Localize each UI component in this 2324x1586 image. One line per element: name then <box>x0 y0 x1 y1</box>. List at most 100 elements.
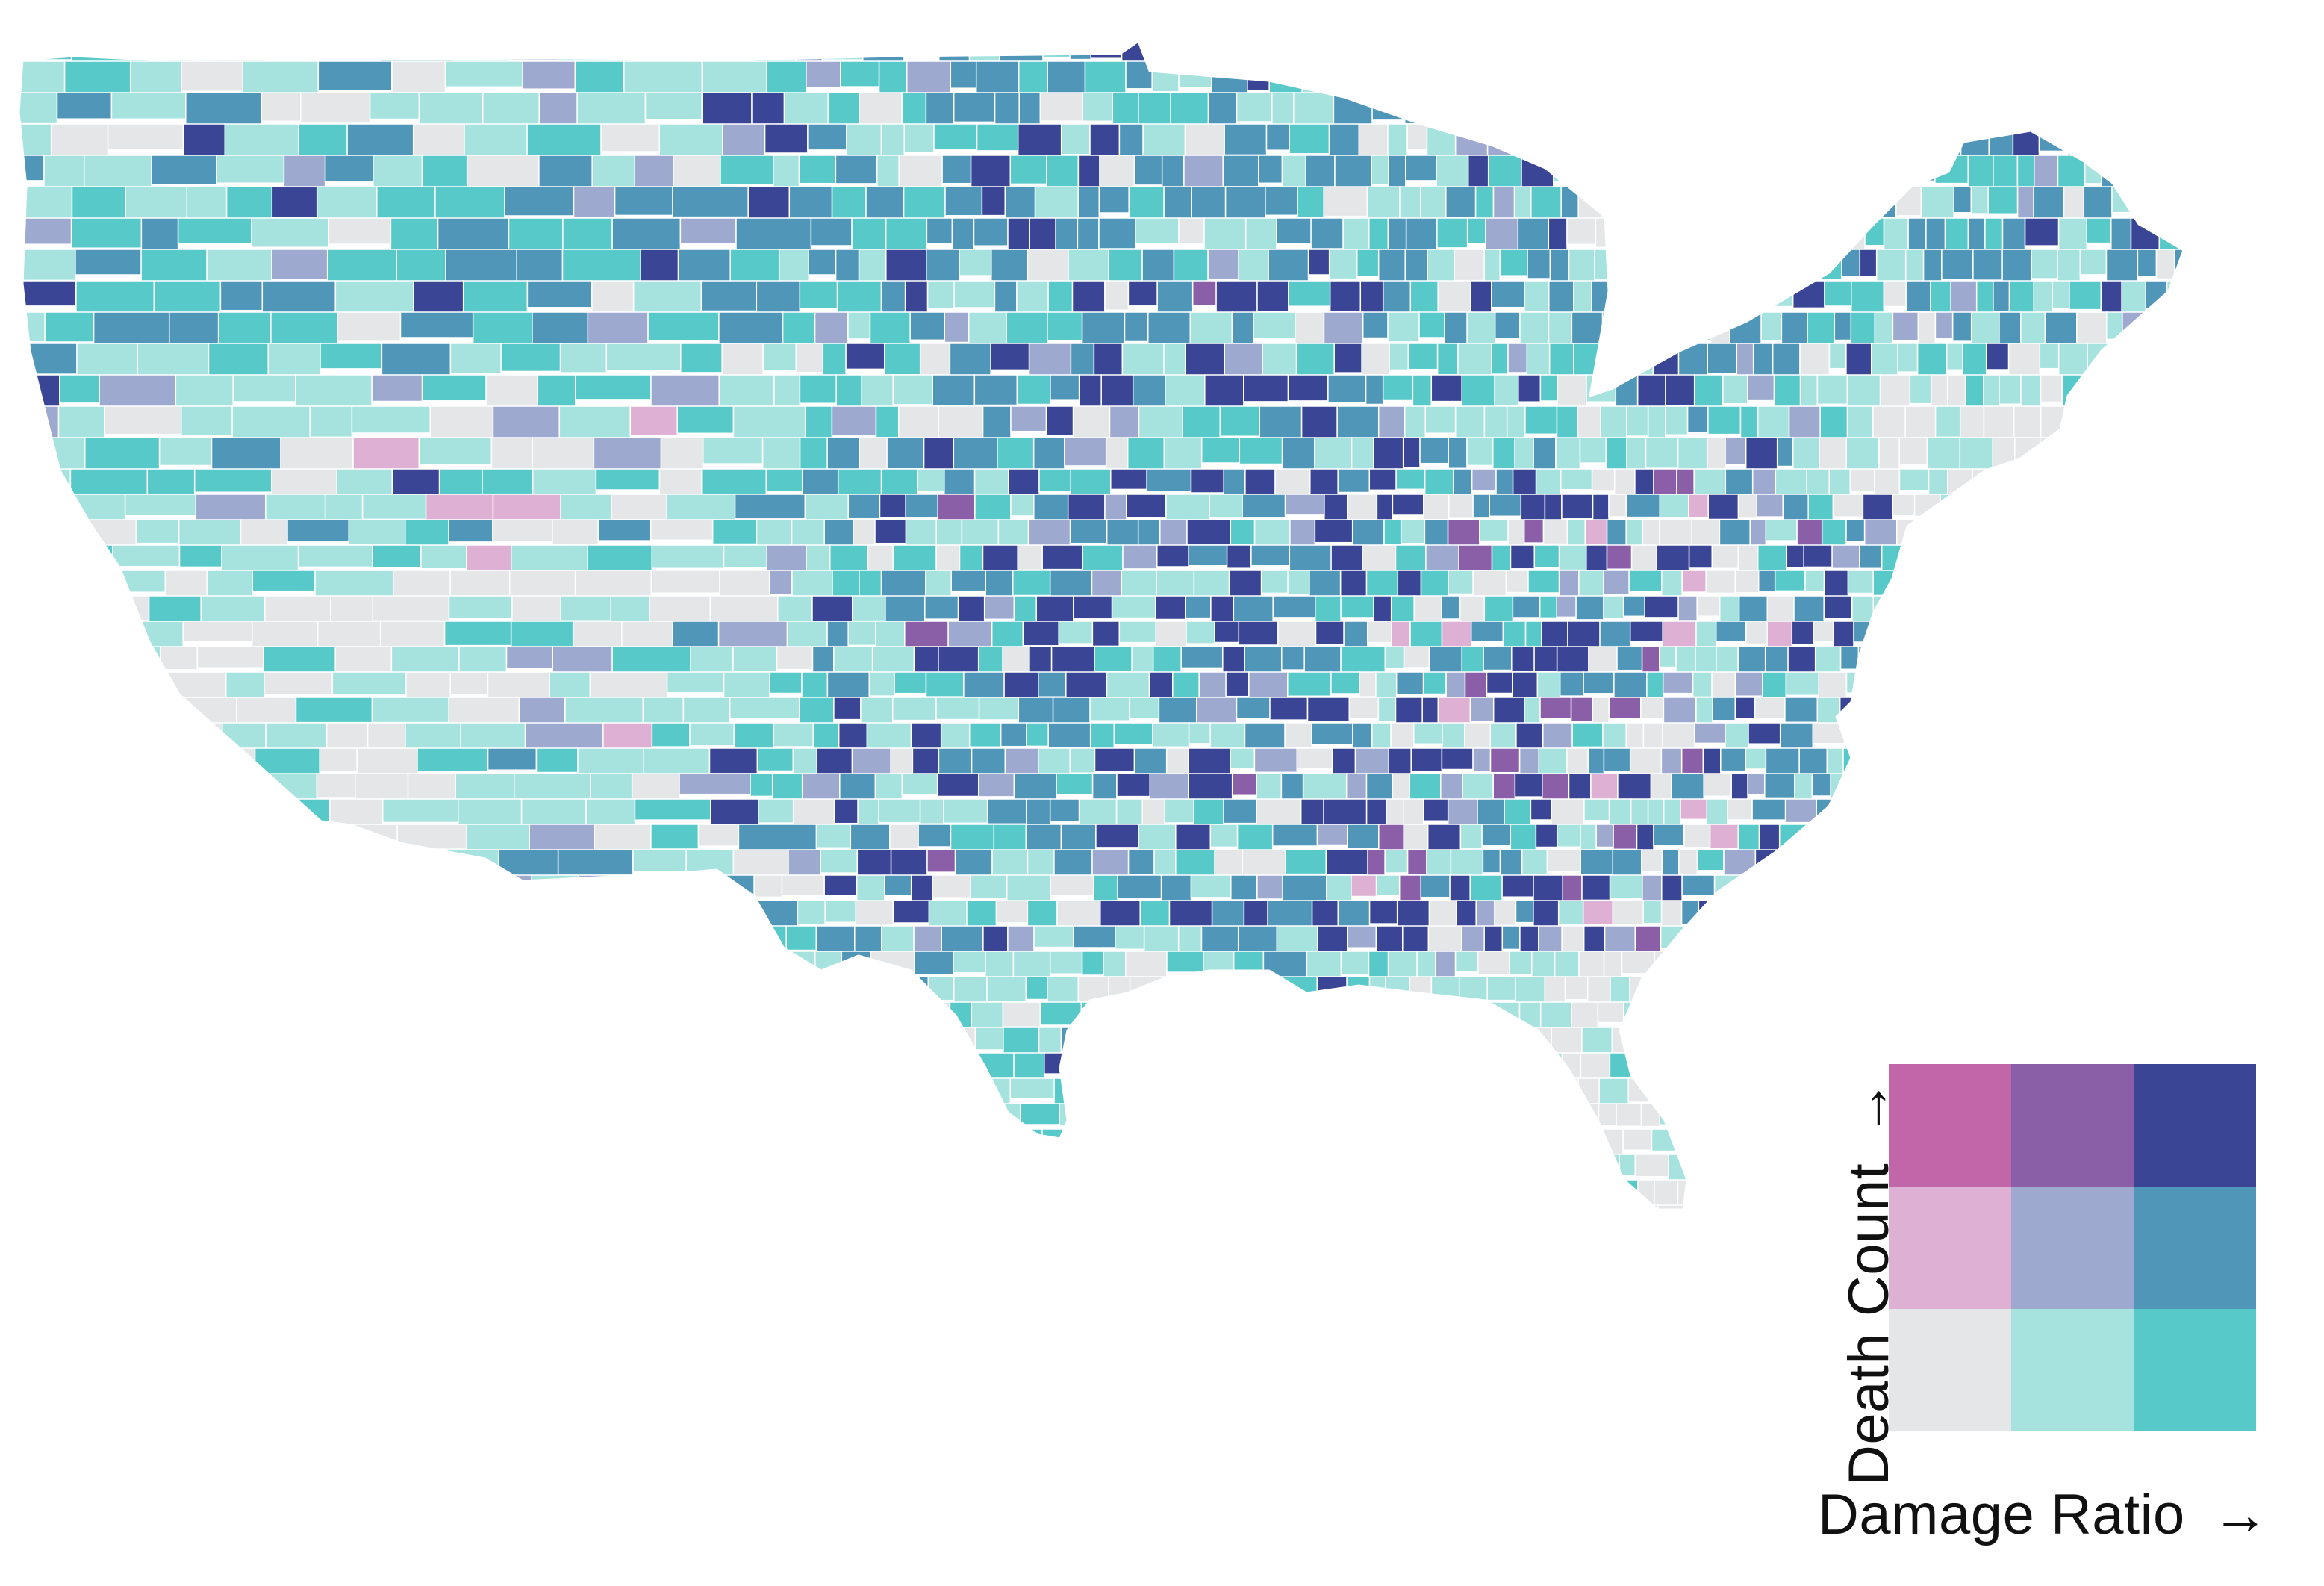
county-cell <box>643 747 711 776</box>
county-cell <box>2006 976 2031 1008</box>
county-cell <box>847 494 881 520</box>
county-cell <box>829 544 869 576</box>
county-cell <box>1311 1103 1348 1136</box>
county-cell <box>1448 437 1468 470</box>
arrow-right-icon: → <box>2211 1483 2270 1546</box>
county-cell <box>1247 1077 1289 1106</box>
county-cell <box>1959 773 1984 802</box>
county-cell <box>1734 697 1756 720</box>
county-cell <box>2001 217 2026 251</box>
county-cell <box>1985 343 2010 370</box>
county-cell <box>1091 773 1118 803</box>
county-cell <box>2118 849 2152 876</box>
county-cell <box>1970 311 2000 348</box>
county-cell <box>1824 280 1852 307</box>
county-cell <box>1688 544 1713 569</box>
county-cell <box>337 311 402 342</box>
county-cell <box>1595 824 1614 848</box>
county-cell <box>856 849 892 877</box>
county-cell <box>1217 1077 1248 1106</box>
county-cell <box>1895 186 1922 217</box>
county-cell <box>883 1027 910 1057</box>
county-cell <box>1113 1027 1141 1058</box>
county-cell <box>63 1077 122 1101</box>
county-cell <box>1112 92 1139 125</box>
county-cell <box>879 494 906 518</box>
county-cell <box>526 280 593 308</box>
county-cell <box>2140 374 2172 409</box>
county-cell <box>1507 519 1525 550</box>
county-cell <box>1672 123 1694 158</box>
county-cell <box>1603 570 1630 596</box>
county-cell <box>1789 60 1815 88</box>
county-cell <box>738 1204 797 1210</box>
county-cell <box>589 671 668 700</box>
county-cell <box>19 544 65 578</box>
county-cell <box>1843 186 1866 227</box>
county-cell <box>1725 722 1749 752</box>
county-cell <box>1888 773 1907 798</box>
county-cell <box>1903 798 1922 830</box>
county-cell <box>1818 671 1848 700</box>
county-cell <box>182 123 226 161</box>
county-cell <box>845 343 885 370</box>
county-cell <box>2087 343 2116 379</box>
county-cell <box>2131 544 2163 567</box>
county-cell <box>318 849 380 871</box>
county-cell <box>1379 60 1410 94</box>
county-cell <box>175 374 234 411</box>
county-cell <box>1606 544 1633 570</box>
county-cell <box>507 1179 582 1206</box>
county-cell <box>2177 343 2184 379</box>
county-cell <box>211 798 279 830</box>
county-cell <box>1951 976 1982 1004</box>
county-cell <box>392 570 451 600</box>
county-cell <box>579 1179 619 1210</box>
county-cell <box>1073 595 1113 620</box>
county-cell <box>1515 123 1545 162</box>
county-cell <box>2143 570 2171 594</box>
county-cell <box>1764 773 1795 800</box>
county-cell <box>817 1077 847 1101</box>
county-cell <box>174 1103 215 1131</box>
county-cell <box>367 1077 415 1111</box>
county-cell <box>1709 824 1739 850</box>
county-cell <box>393 900 432 933</box>
county-cell <box>590 773 633 803</box>
county-cell <box>1608 494 1627 517</box>
county-cell <box>1867 773 1890 802</box>
county-cell <box>1008 468 1040 497</box>
county-cell <box>1874 468 1901 499</box>
county-cell <box>1925 951 1944 981</box>
county-cell <box>1175 849 1215 877</box>
county-cell <box>2175 849 2184 883</box>
county-cell <box>2123 671 2149 695</box>
county-cell <box>1104 280 1130 311</box>
county-cell <box>492 494 561 520</box>
county-cell <box>1757 570 1776 593</box>
county-cell <box>1999 595 2034 628</box>
county-cell <box>2181 311 2184 346</box>
county-cell <box>107 123 184 150</box>
county-cell <box>1851 280 1885 316</box>
county-cell <box>1686 1052 1713 1081</box>
county-cell <box>1798 92 1830 120</box>
county-cell <box>1138 92 1171 130</box>
county-cell <box>1131 646 1154 674</box>
county-cell <box>2163 747 2184 778</box>
county-cell <box>1300 405 1338 440</box>
county-cell <box>1048 1154 1080 1181</box>
county-cell <box>348 519 406 546</box>
county-cell <box>1946 343 1963 371</box>
county-cell <box>1804 570 1825 593</box>
county-cell <box>349 976 428 999</box>
county-cell <box>1500 1154 1518 1188</box>
county-cell <box>861 374 894 409</box>
county-cell <box>1777 1128 1808 1154</box>
county-cell <box>48 1204 102 1210</box>
county-cell <box>96 595 150 621</box>
county-cell <box>2057 41 2079 65</box>
county-cell <box>676 405 735 435</box>
county-cell <box>844 1077 888 1110</box>
county-cell <box>1003 1154 1050 1186</box>
